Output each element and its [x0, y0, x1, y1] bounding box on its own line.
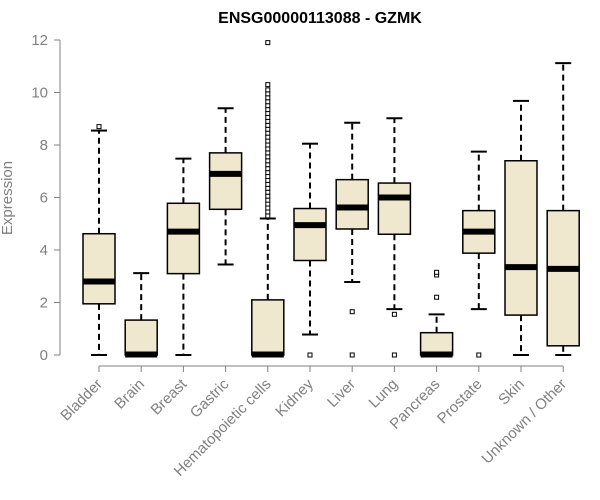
y-tick-label: 6	[40, 190, 48, 207]
iqr-box	[335, 178, 369, 230]
box-kidney	[293, 142, 327, 358]
outlier-point	[265, 197, 271, 203]
box-bladder	[82, 124, 116, 356]
outlier-point	[265, 201, 271, 207]
box-liver	[335, 121, 369, 358]
outlier-point	[265, 158, 271, 164]
outlier-point	[265, 95, 271, 101]
y-axis-label: Expression	[0, 161, 16, 235]
box-brain	[124, 272, 158, 358]
outlier-point	[391, 311, 397, 317]
box-pancreas	[419, 269, 454, 358]
outlier-point	[265, 87, 271, 93]
chart-title: ENSG00000113088 - GZMK	[218, 10, 422, 27]
y-tick-label: 8	[40, 137, 48, 154]
box-unknown-other	[546, 62, 580, 356]
y-tick-label: 0	[40, 347, 48, 364]
outlier-point	[265, 177, 271, 183]
outlier-point	[265, 126, 271, 132]
iqr-box	[293, 207, 327, 262]
iqr-box	[377, 182, 412, 235]
box-prostate	[462, 150, 496, 358]
outlier-point	[391, 352, 397, 358]
x-tick-label: Prostate	[434, 376, 486, 428]
iqr-box	[166, 202, 201, 275]
outlier-point	[265, 146, 271, 152]
iqr-box	[124, 319, 158, 356]
y-tick-label: 2	[40, 295, 48, 312]
outlier-point	[265, 174, 271, 179]
outlier-point	[265, 193, 271, 199]
outlier-point	[265, 185, 271, 191]
outlier-point	[265, 130, 271, 136]
outlier-point	[265, 166, 271, 172]
outlier-point	[265, 213, 271, 219]
outlier-point	[265, 118, 271, 124]
y-tick-label: 10	[31, 85, 48, 102]
outlier-point	[265, 170, 271, 176]
outlier-point	[349, 309, 355, 315]
outlier-point	[265, 111, 271, 116]
iqr-box	[504, 160, 538, 316]
outlier-point	[265, 142, 271, 148]
box-skin	[504, 99, 538, 356]
outlier-point	[265, 209, 271, 215]
outlier-point	[265, 114, 271, 120]
outlier-point	[265, 40, 271, 46]
box-breast	[166, 157, 201, 356]
outlier-point	[265, 122, 271, 128]
outlier-point	[265, 134, 271, 140]
y-axis: 0 2 4 6 8 10 12	[31, 32, 61, 364]
iqr-box	[208, 152, 243, 211]
x-tick-label: Bladder	[57, 376, 106, 425]
outlier-point	[265, 107, 271, 113]
outlier-point	[265, 99, 271, 105]
x-tick-label: Liver	[324, 376, 359, 411]
outlier-point	[476, 352, 482, 358]
outlier-point	[265, 150, 271, 156]
outlier-point	[265, 162, 271, 168]
box-gastric	[208, 107, 243, 266]
x-tick-label: Lung	[366, 376, 402, 412]
x-tick-label: Skin	[495, 376, 528, 409]
y-tick-label: 4	[40, 242, 48, 259]
iqr-box	[251, 299, 285, 356]
outlier-point	[434, 294, 440, 300]
x-tick-label: Kidney	[272, 375, 317, 420]
outlier-point	[265, 189, 271, 195]
outlier-point	[96, 124, 102, 130]
x-tick-label: Brain	[111, 376, 148, 413]
box-hematopoietic-cells	[251, 40, 285, 358]
outlier-point	[307, 352, 313, 358]
outlier-point	[265, 181, 271, 187]
outlier-point	[434, 269, 440, 275]
box-lung	[377, 117, 412, 358]
iqr-box	[546, 209, 580, 347]
y-tick-label: 12	[31, 32, 48, 49]
outlier-point	[265, 91, 271, 97]
outlier-point	[265, 82, 271, 88]
outlier-point	[265, 103, 271, 109]
outlier-point	[265, 138, 271, 144]
x-tick-label: Breast	[148, 375, 191, 418]
outlier-point	[265, 205, 271, 211]
outlier-point	[349, 352, 355, 358]
outlier-point	[265, 154, 271, 160]
boxes	[82, 40, 580, 358]
iqr-box	[82, 232, 116, 305]
